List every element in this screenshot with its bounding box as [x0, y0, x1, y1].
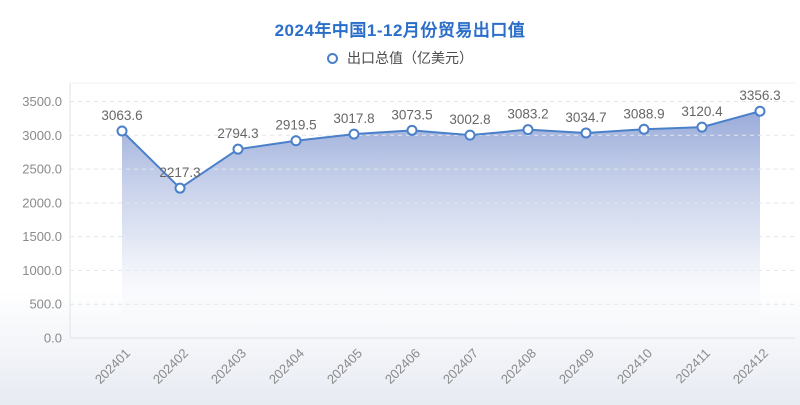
- legend: 出口总值（亿美元）: [0, 48, 800, 68]
- data-point-marker[interactable]: [522, 124, 534, 136]
- x-axis-tick-label: 202406: [382, 346, 423, 387]
- series-line: [121, 110, 761, 190]
- data-point-marker[interactable]: [232, 143, 244, 155]
- x-axis-tick-label: 202407: [440, 346, 481, 387]
- x-axis-tick-label: 202403: [208, 346, 249, 387]
- hollow-circle-icon: [327, 52, 338, 64]
- data-point-value-label: 2217.3: [159, 165, 200, 180]
- x-axis-tick-label: 202410: [614, 346, 655, 387]
- data-point-marker[interactable]: [638, 123, 650, 135]
- x-axis-tick-label: 202405: [324, 346, 365, 387]
- data-point-value-label: 3017.8: [333, 111, 374, 126]
- x-axis-tick-label: 202401: [92, 346, 133, 387]
- data-point-value-label: 3088.9: [623, 106, 664, 121]
- x-axis-tick-label: 202402: [150, 346, 191, 387]
- legend-item-export-total[interactable]: 出口总值（亿美元）: [327, 48, 473, 68]
- data-point-value-label: 3063.6: [101, 108, 142, 123]
- data-point-marker[interactable]: [754, 105, 766, 117]
- x-axis-tick-label: 202404: [266, 346, 307, 387]
- chart-title: 2024年中国1-12月份贸易出口值: [274, 21, 526, 40]
- data-point-marker[interactable]: [696, 121, 708, 133]
- data-point-marker[interactable]: [406, 124, 418, 136]
- y-axis-tick-label: 0.0: [44, 331, 62, 346]
- x-axis-tick-label: 202408: [498, 346, 539, 387]
- x-axis-tick-label: 202412: [730, 346, 771, 387]
- data-point-marker[interactable]: [348, 128, 360, 140]
- data-point-value-label: 2919.5: [275, 118, 316, 133]
- x-axis-tick-label: 202409: [556, 346, 597, 387]
- x-axis-tick-label: 202411: [673, 346, 714, 387]
- data-point-value-label: 3356.3: [739, 88, 780, 103]
- y-axis-tick-label: 3000.0: [22, 128, 62, 143]
- y-axis-tick-label: 2500.0: [22, 162, 62, 177]
- legend-label: 出口总值（亿美元）: [347, 50, 473, 66]
- data-point-marker[interactable]: [116, 125, 128, 137]
- y-axis-tick-label: 1500.0: [22, 229, 62, 244]
- data-point-value-label: 3083.2: [507, 107, 548, 122]
- data-point-value-label: 3073.5: [391, 107, 432, 122]
- data-point-marker[interactable]: [464, 129, 476, 141]
- data-point-value-label: 3034.7: [565, 110, 606, 125]
- data-point-value-label: 3002.8: [449, 112, 490, 127]
- data-point-marker[interactable]: [290, 135, 302, 147]
- data-point-marker[interactable]: [580, 127, 592, 139]
- data-point-value-label: 2794.3: [217, 126, 258, 141]
- y-axis-tick-label: 500.0: [29, 297, 62, 312]
- y-axis-tick-label: 3500.0: [22, 94, 62, 109]
- data-point-marker[interactable]: [174, 182, 186, 194]
- y-axis-tick-label: 1000.0: [22, 263, 62, 278]
- data-point-value-label: 3120.4: [681, 104, 723, 119]
- y-axis-tick-label: 2000.0: [22, 195, 62, 210]
- series-area-fill: [122, 111, 760, 338]
